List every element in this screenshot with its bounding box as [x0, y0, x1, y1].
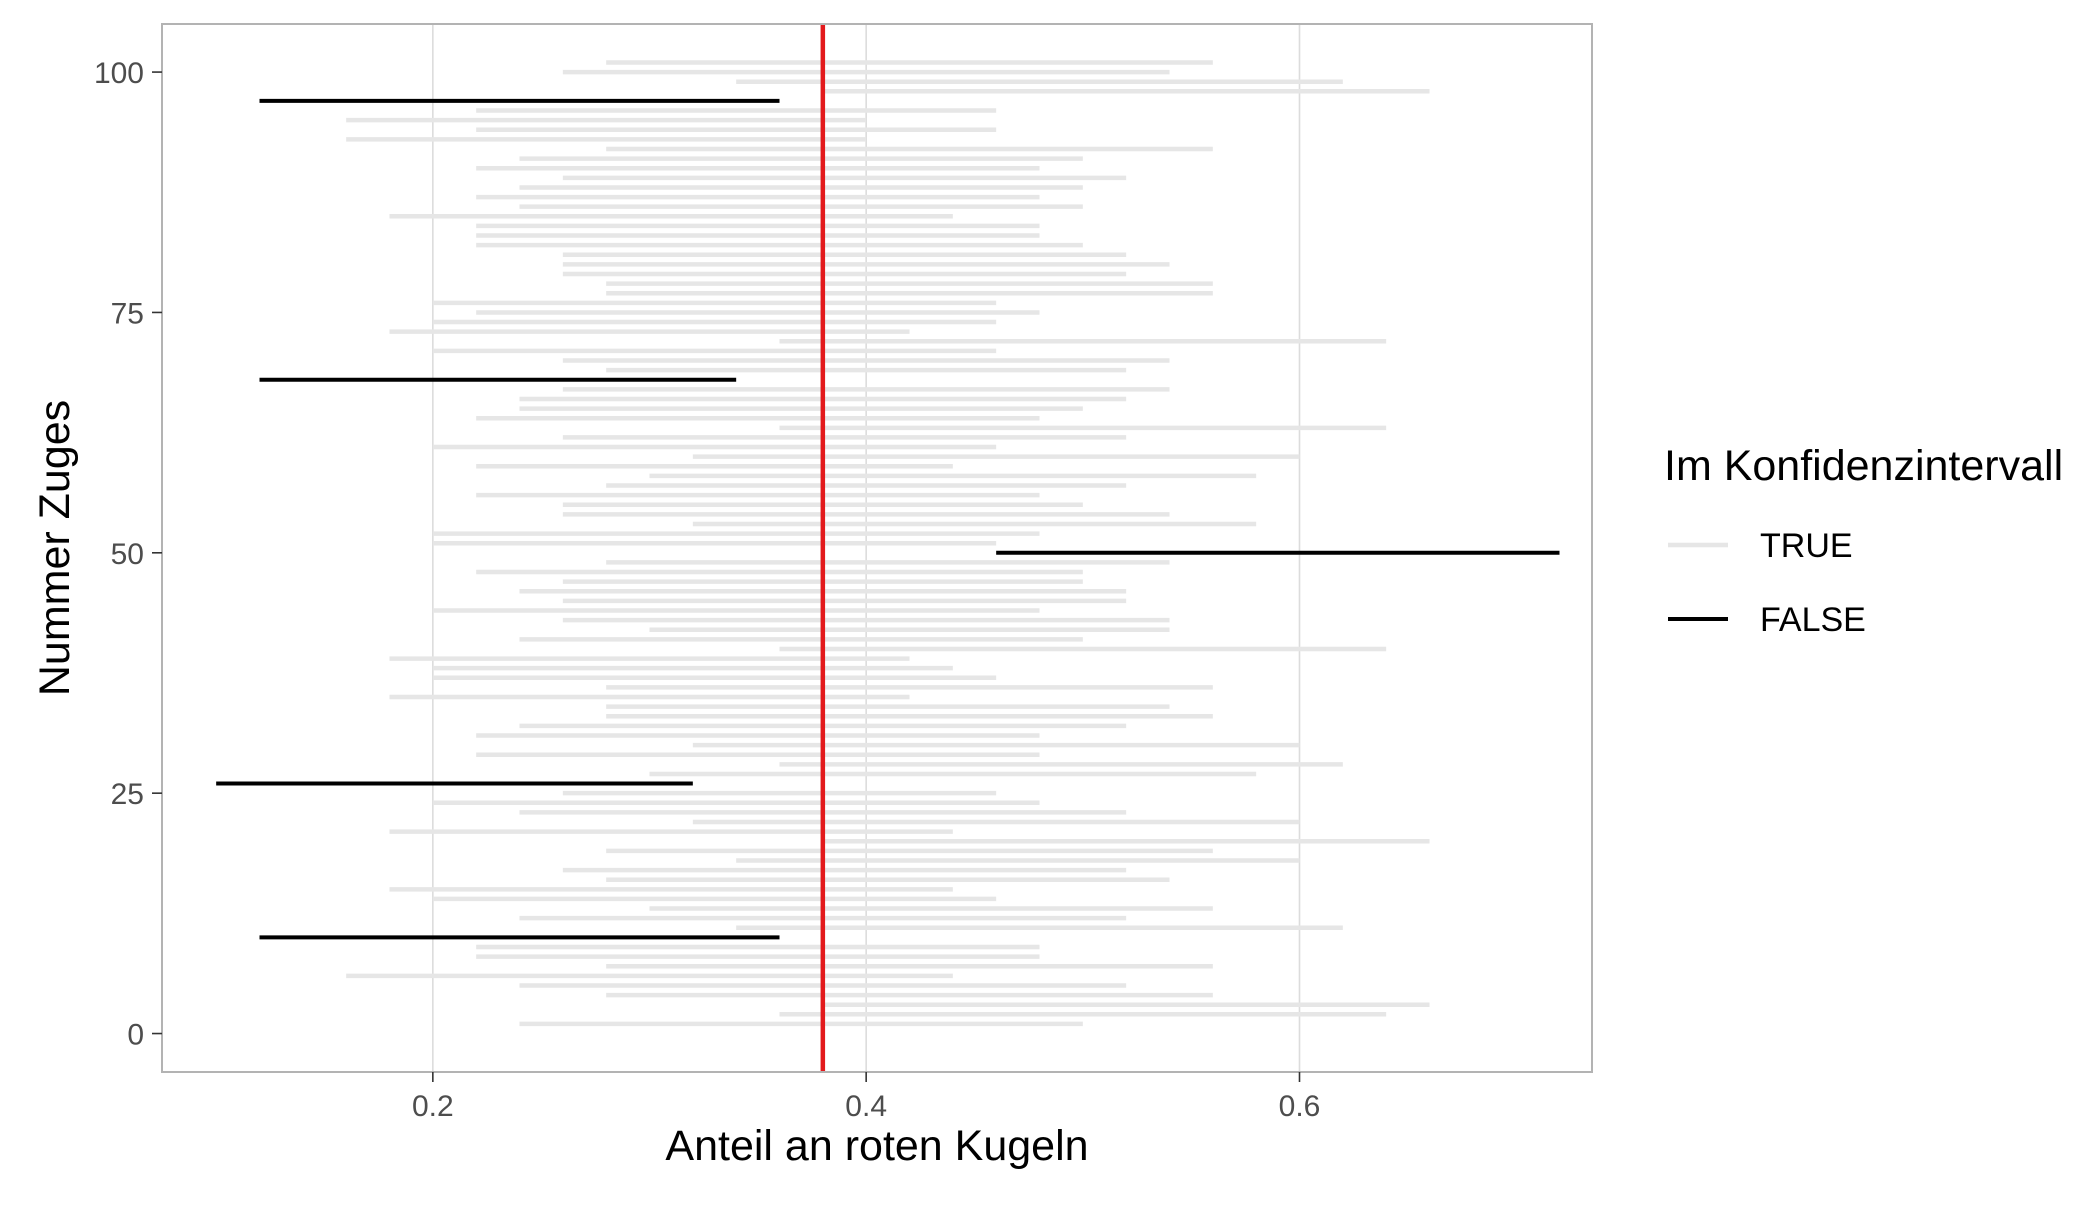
- interval-series-false: [216, 98, 1560, 940]
- y-tick-label: 0: [127, 1019, 144, 1052]
- x-tick-label: 0.4: [845, 1090, 887, 1123]
- legend-label-true: TRUE: [1760, 527, 1853, 565]
- legend-title: Im Konfidenzintervall: [1664, 442, 2063, 490]
- x-tick-label: 0.6: [1279, 1090, 1321, 1123]
- y-axis-title: Nummer Zuges: [31, 400, 79, 696]
- x-tick-label: 0.2: [412, 1090, 454, 1123]
- y-tick-label: 25: [111, 778, 144, 811]
- axes: 0.2 0.4 0.6 0 25 50 75 100: [94, 57, 1320, 1123]
- x-axis-title: Anteil an roten Kugeln: [665, 1122, 1088, 1170]
- legend-label-false: FALSE: [1760, 601, 1866, 639]
- panel-border: [161, 23, 1593, 1073]
- y-tick-label: 100: [94, 57, 144, 90]
- legend: Im Konfidenzintervall TRUE FALSE: [1664, 442, 2063, 639]
- y-tick-label: 50: [111, 538, 144, 571]
- y-tick-label: 75: [111, 297, 144, 330]
